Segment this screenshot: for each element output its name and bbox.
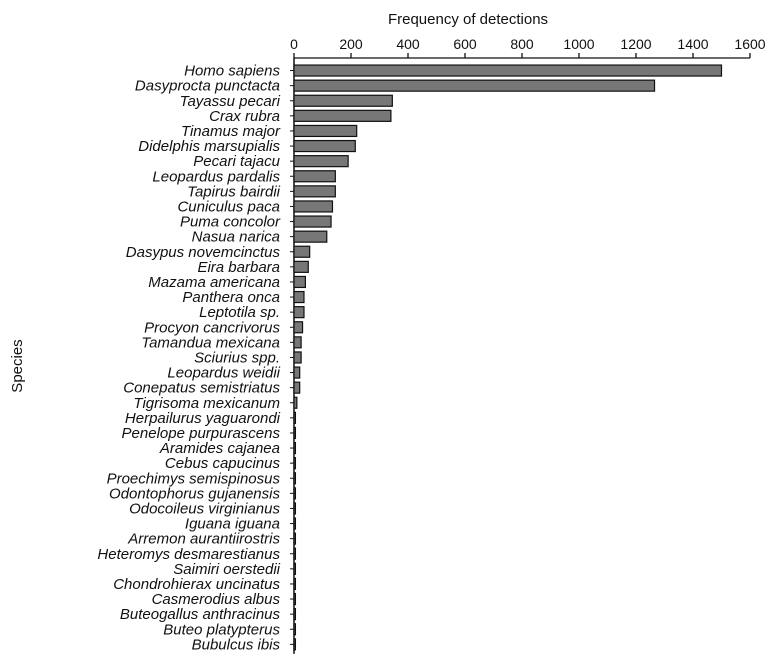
bar <box>293 472 297 485</box>
category-label: Leptotila sp. <box>199 304 280 321</box>
category-label: Tinamus major <box>181 123 281 140</box>
category-label: Proechimys semispinosus <box>107 470 281 487</box>
bar <box>293 200 334 213</box>
bar <box>293 411 297 424</box>
category-label: Panthera onca <box>182 289 280 306</box>
bar <box>293 185 336 198</box>
x-axis: 0 200 400 600 800 1000 1200 1400 1600 <box>290 36 766 59</box>
bar <box>293 290 305 304</box>
bar <box>293 547 297 560</box>
category-label: Sciurius spp. <box>194 349 280 366</box>
bars <box>293 64 723 651</box>
category-label: Aramides cajanea <box>159 440 280 457</box>
x-tick-label: 800 <box>510 36 534 52</box>
bar <box>293 351 302 364</box>
category-label: Cuniculus paca <box>177 198 280 215</box>
category-label: Cebus capucinus <box>165 455 281 472</box>
category-label: Puma concolor <box>180 214 281 231</box>
bar <box>293 230 328 243</box>
category-label: Chondrohierax uncinatus <box>113 576 280 593</box>
y-axis-title: Species <box>9 339 26 392</box>
category-label: Bubulcus ibis <box>192 636 281 653</box>
bar <box>293 321 304 334</box>
bar <box>293 426 297 440</box>
bar <box>293 109 392 122</box>
category-label: Penelope purpurascens <box>122 425 281 442</box>
category-label: Odontophorus gujanensis <box>109 485 280 502</box>
x-tick-label: 1400 <box>677 36 708 52</box>
category-label: Homo sapiens <box>184 63 280 80</box>
category-label: Didelphis marsupialis <box>138 138 280 155</box>
category-label: Odocoileus virginianus <box>129 500 280 517</box>
category-label: Pecari tajacu <box>193 153 280 170</box>
category-label: Mazama americana <box>148 274 280 291</box>
x-axis-title: Frequency of detections <box>388 11 548 28</box>
bar <box>293 139 356 153</box>
category-label: Crax rubra <box>209 108 280 125</box>
bar <box>293 532 297 545</box>
bar <box>293 608 297 621</box>
x-tick-label: 0 <box>290 36 298 52</box>
bar <box>293 260 309 273</box>
category-label: Tapirus bairdii <box>187 183 280 200</box>
bar <box>293 245 311 258</box>
category-label: Eira barbara <box>197 259 280 276</box>
category-label: Nasua narica <box>192 229 280 246</box>
bar <box>293 441 297 455</box>
category-label: Heteromys desmarestianus <box>97 546 280 563</box>
category-label: Procyon cancrivorus <box>144 319 280 336</box>
bar <box>293 94 393 107</box>
bar <box>293 124 358 138</box>
x-tick-label: 600 <box>453 36 477 52</box>
category-label: Casmerodius albus <box>152 591 281 608</box>
bar <box>293 592 297 606</box>
bar <box>293 381 301 394</box>
category-label: Buteogallus anthracinus <box>120 606 281 623</box>
bar <box>293 487 297 500</box>
category-label: Leopardus pardalis <box>152 168 280 185</box>
bar <box>293 577 297 591</box>
bar <box>293 64 723 77</box>
category-label: Conepatus semistriatus <box>123 380 280 397</box>
bar <box>293 215 332 228</box>
bar <box>293 638 297 651</box>
bar <box>293 457 297 470</box>
bar <box>293 396 298 409</box>
bar <box>293 562 297 575</box>
x-tick-label: 400 <box>396 36 420 52</box>
bar <box>293 306 305 319</box>
category-label: Arremon aurantiirostris <box>127 531 280 548</box>
category-label: Dasyprocta punctacta <box>135 78 280 95</box>
bar <box>293 366 301 379</box>
bar <box>293 79 656 92</box>
bar <box>293 155 349 168</box>
bar <box>293 517 297 530</box>
category-label: Buteo platypterus <box>163 621 280 638</box>
bar <box>293 502 297 515</box>
x-tick-label: 1600 <box>734 36 765 52</box>
x-tick-label: 200 <box>339 36 363 52</box>
x-tick-label: 1000 <box>563 36 594 52</box>
bar <box>293 623 297 636</box>
category-label: Iguana iguana <box>185 516 280 533</box>
category-label: Leopardus weidii <box>167 365 280 382</box>
category-label: Herpailurus yaguarondi <box>125 410 281 427</box>
category-label: Tamandua mexicana <box>141 334 280 351</box>
bar <box>293 336 302 349</box>
x-tick-label: 1200 <box>620 36 651 52</box>
category-label: Saimiri oerstedii <box>173 561 280 578</box>
category-label: Tigrisoma mexicanum <box>133 395 280 412</box>
category-label: Tayassu pecari <box>180 93 281 110</box>
bar <box>293 170 336 183</box>
bar <box>293 275 306 289</box>
category-label: Dasypus novemcinctus <box>126 244 281 261</box>
